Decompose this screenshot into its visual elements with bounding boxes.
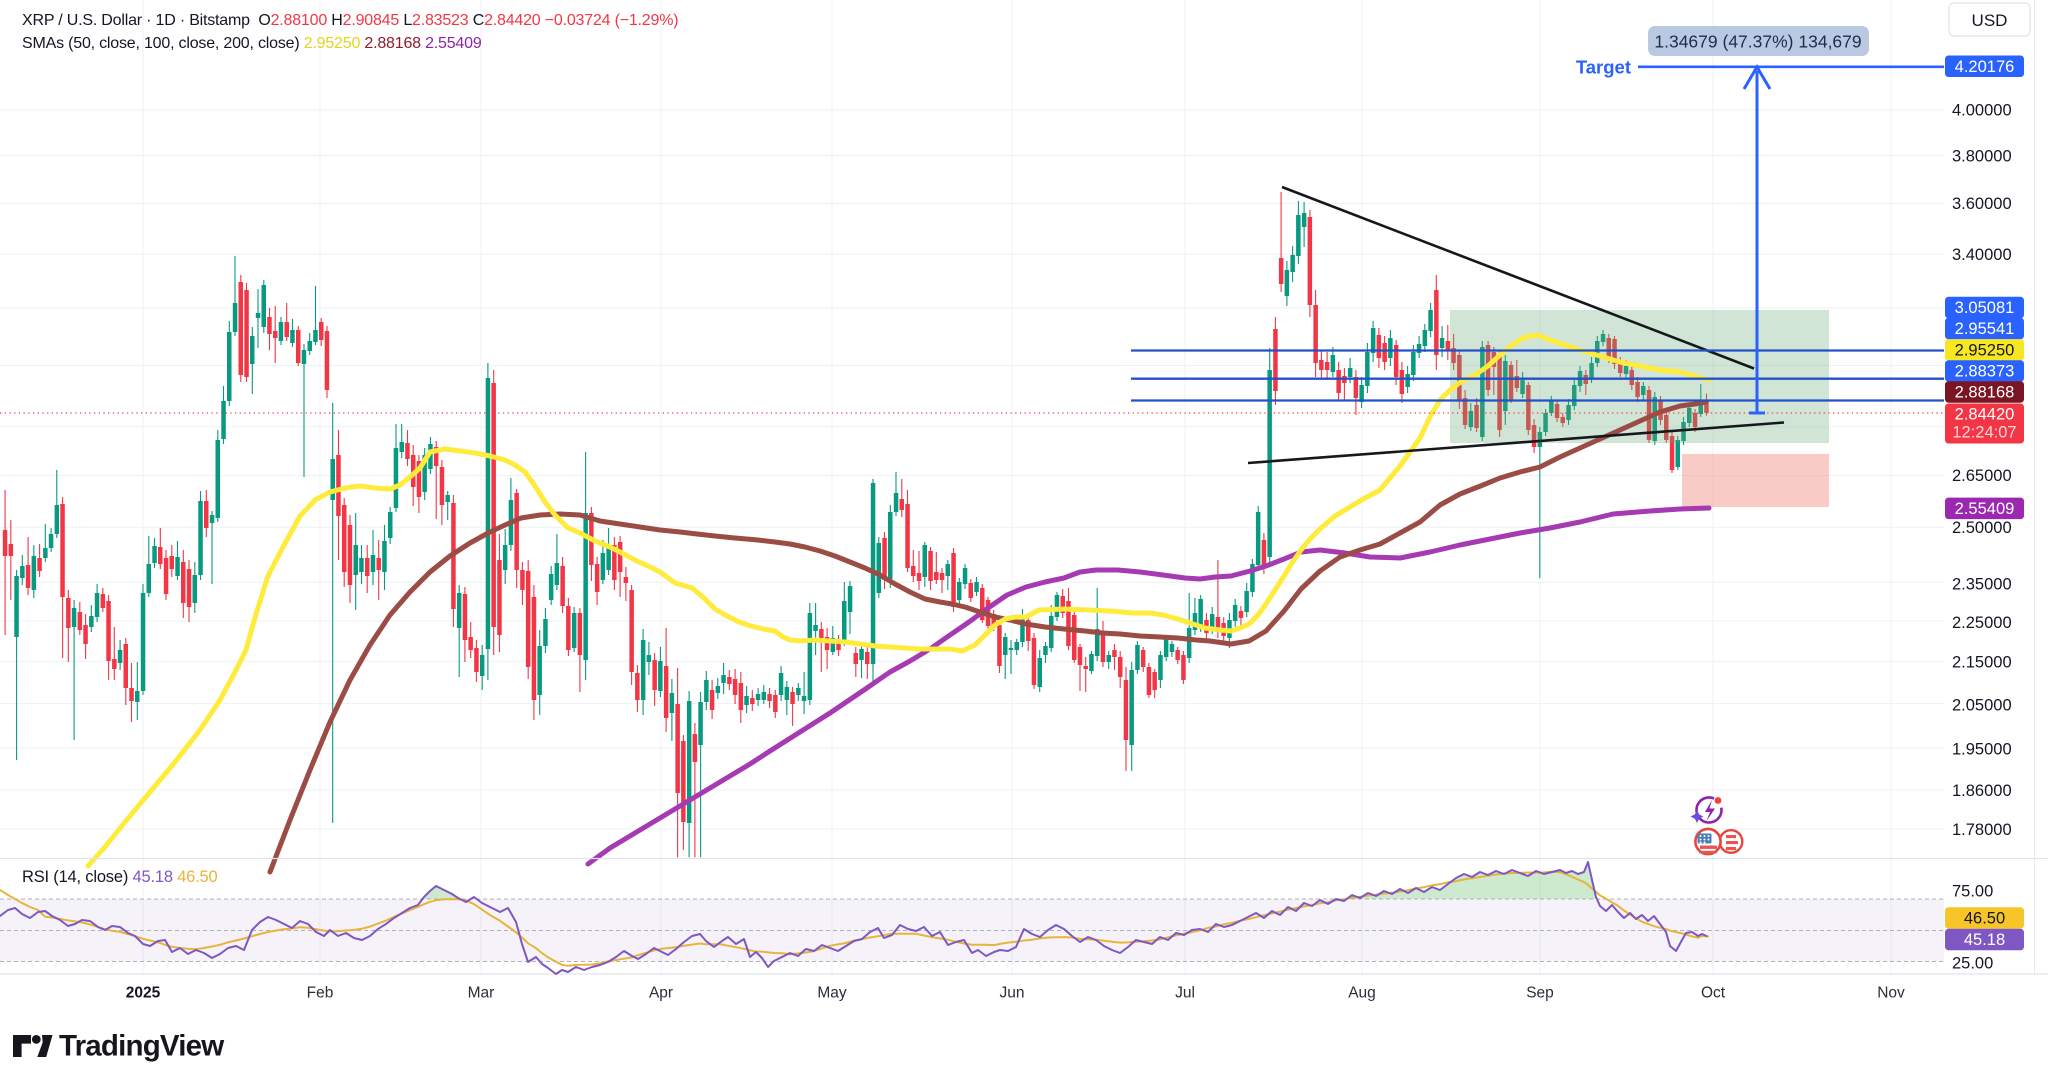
svg-text:Sep: Sep <box>1526 985 1554 1002</box>
svg-text:Target: Target <box>1576 57 1631 78</box>
svg-text:USD: USD <box>1972 11 2008 30</box>
svg-text:2.50000: 2.50000 <box>1952 519 2012 537</box>
svg-text:45.18: 45.18 <box>1964 931 2005 949</box>
svg-text:Oct: Oct <box>1701 985 1726 1002</box>
svg-text:4.00000: 4.00000 <box>1952 102 2012 120</box>
svg-text:1.34679 (47.37%) 134,679: 1.34679 (47.37%) 134,679 <box>1654 32 1861 52</box>
svg-text:25.00: 25.00 <box>1952 955 1993 973</box>
svg-text:Mar: Mar <box>468 985 495 1002</box>
svg-text:2.84420: 2.84420 <box>1955 406 2015 424</box>
svg-text:2.25000: 2.25000 <box>1952 614 2012 632</box>
svg-text:1.95000: 1.95000 <box>1952 740 2012 758</box>
svg-text:3.05081: 3.05081 <box>1955 299 2015 317</box>
svg-text:2.88168: 2.88168 <box>1955 384 2015 402</box>
svg-text:3.80000: 3.80000 <box>1952 148 2012 166</box>
svg-text:2.35000: 2.35000 <box>1952 575 2012 593</box>
svg-text:SMAs (50, close, 100, close, 2: SMAs (50, close, 100, close, 200, close)… <box>22 35 482 52</box>
svg-text:Nov: Nov <box>1877 985 1905 1002</box>
svg-text:Aug: Aug <box>1348 985 1376 1002</box>
svg-text:4.20176: 4.20176 <box>1955 58 2015 76</box>
svg-text:Jul: Jul <box>1175 985 1195 1002</box>
svg-text:2.55409: 2.55409 <box>1955 500 2015 518</box>
svg-text:1.78000: 1.78000 <box>1952 821 2012 839</box>
svg-text:3.60000: 3.60000 <box>1952 195 2012 213</box>
svg-text:12:24:07: 12:24:07 <box>1952 424 2016 442</box>
svg-text:2025: 2025 <box>126 985 161 1002</box>
svg-text:RSI (14, close) 45.18 46.50: RSI (14, close) 45.18 46.50 <box>22 868 218 886</box>
svg-text:3.40000: 3.40000 <box>1952 246 2012 264</box>
svg-text:Feb: Feb <box>307 985 334 1002</box>
svg-text:2.15000: 2.15000 <box>1952 653 2012 671</box>
svg-text:75.00: 75.00 <box>1952 882 1993 900</box>
svg-text:2.95541: 2.95541 <box>1955 320 2015 338</box>
svg-text:TradingView: TradingView <box>59 1030 224 1063</box>
svg-text:2.65000: 2.65000 <box>1952 467 2012 485</box>
svg-text:2.88373: 2.88373 <box>1955 363 2015 381</box>
svg-text:46.50: 46.50 <box>1964 910 2005 928</box>
svg-text:1.86000: 1.86000 <box>1952 782 2012 800</box>
svg-text:May: May <box>817 985 847 1002</box>
svg-text:XRP / U.S. Dollar · 1D · Bitst: XRP / U.S. Dollar · 1D · Bitstamp O2.881… <box>22 12 678 29</box>
svg-text:2.05000: 2.05000 <box>1952 697 2012 715</box>
svg-text:2.95250: 2.95250 <box>1955 342 2015 360</box>
svg-text:Apr: Apr <box>649 985 673 1002</box>
svg-text:Jun: Jun <box>1000 985 1025 1002</box>
